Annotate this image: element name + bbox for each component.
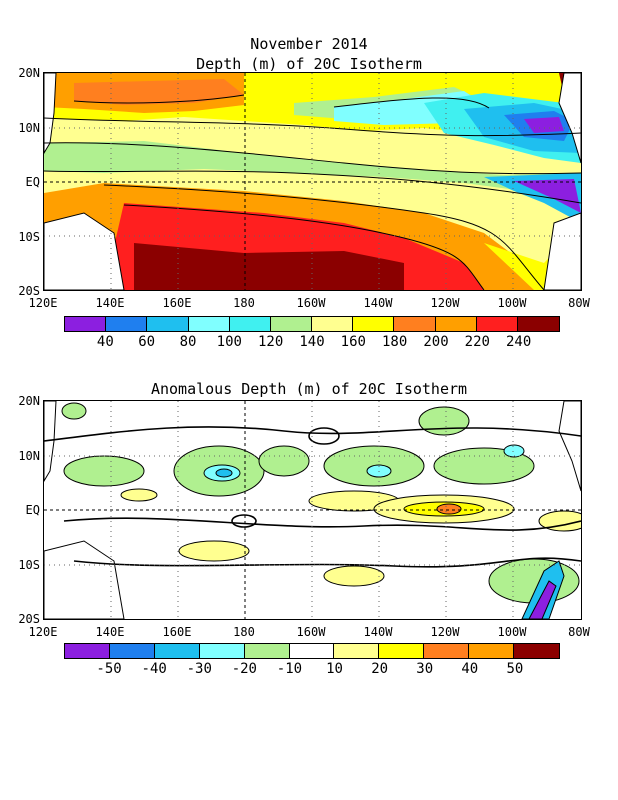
bottom-lon-label: 140E [95, 625, 125, 639]
bottom-colorbar-swatch [334, 644, 380, 658]
bottom-lon-label: 120E [28, 625, 58, 639]
bottom-lat-label: 10S [18, 558, 40, 572]
bottom-colorbar-swatch [289, 644, 335, 658]
top-colorbar-label: 140 [299, 334, 325, 350]
top-colorbar-swatch [106, 317, 148, 331]
bottom-lon-label: 140W [363, 625, 393, 639]
top-colorbar-label: 100 [216, 334, 242, 350]
bottom-colorbar-label: -20 [231, 661, 257, 677]
figure-title: November 2014 [250, 35, 368, 53]
top-colorbar-label: 200 [423, 334, 449, 350]
top-colorbar-swatch [65, 317, 107, 331]
bottom-colorbar-label: 50 [506, 661, 524, 677]
top-colorbar-swatch [270, 317, 313, 331]
top-colorbar-label: 40 [96, 334, 114, 350]
top-lon-label: 120E [28, 296, 58, 310]
top-colorbar-swatch [353, 317, 395, 331]
top-colorbar-label: 180 [382, 334, 408, 350]
bottom-lon-label: 120W [430, 625, 460, 639]
top-lon-label: 100W [497, 296, 527, 310]
top-lon-label: 80W [568, 296, 590, 310]
bottom-lon-label: 160E [162, 625, 192, 639]
top-lat-label: 20N [18, 66, 40, 80]
bottom-lat-label: 20S [18, 612, 40, 626]
top-map [43, 72, 582, 291]
bottom-colorbar-label: 30 [416, 661, 434, 677]
bottom-colorbar-swatch [379, 644, 425, 658]
bottom-colorbar-label: -10 [276, 661, 303, 677]
top-colorbar-swatch [394, 317, 436, 331]
bottom-colorbar-swatch [424, 644, 470, 658]
bottom-colorbar-label: 10 [326, 661, 343, 677]
top-lon-label: 160E [162, 296, 192, 310]
bottom-lat-label: 10N [18, 449, 40, 463]
bottom-colorbar-swatch [65, 644, 110, 658]
top-colorbar-label: 240 [506, 334, 532, 350]
top-colorbar-swatch [312, 317, 354, 331]
bottom-lon-label: 180 [233, 625, 255, 639]
top-lat-label: 10S [18, 230, 40, 244]
top-lat-label: EQ [25, 175, 40, 189]
top-colorbar-label: 160 [340, 334, 366, 350]
bottom-colorbar-label: 40 [461, 661, 479, 677]
bottom-colorbar [64, 643, 560, 659]
bottom-colorbar-swatch [514, 644, 559, 658]
top-lon-label: 140W [363, 296, 393, 310]
top-colorbar-swatch [229, 317, 271, 331]
bottom-lat-label: EQ [25, 503, 40, 517]
top-colorbar-swatch [147, 317, 189, 331]
top-colorbar-label: 120 [258, 334, 284, 350]
bottom-lon-label: 80W [568, 625, 590, 639]
top-lon-label: 120W [430, 296, 460, 310]
bottom-colorbar-swatch [244, 644, 290, 658]
top-map-title: Depth (m) of 20C Isotherm [196, 55, 422, 73]
bottom-lon-label: 100W [497, 625, 527, 639]
top-colorbar-swatch [517, 317, 560, 331]
top-colorbar-swatch [476, 317, 518, 331]
top-lon-label: 180 [233, 296, 255, 310]
top-colorbar [64, 316, 560, 332]
bottom-lon-label: 160W [296, 625, 326, 639]
bottom-colorbar-swatch [109, 644, 155, 658]
bottom-lat-label: 20N [18, 394, 40, 408]
bottom-colorbar-label: -50 [96, 661, 122, 677]
top-lat-label: 20S [18, 284, 40, 298]
bottom-map-title: Anomalous Depth (m) of 20C Isotherm [150, 380, 468, 398]
top-lon-label: 160W [296, 296, 326, 310]
bottom-colorbar-swatch [469, 644, 515, 658]
top-colorbar-label: 80 [179, 334, 197, 350]
top-colorbar-swatch [188, 317, 230, 331]
top-colorbar-swatch [435, 317, 477, 331]
bottom-colorbar-swatch [154, 644, 200, 658]
top-colorbar-label: 60 [138, 334, 156, 350]
bottom-colorbar-label: 20 [371, 661, 389, 677]
bottom-colorbar-label: -40 [141, 661, 167, 677]
bottom-map [43, 400, 582, 620]
top-lon-label: 140E [95, 296, 125, 310]
top-lat-label: 10N [18, 121, 40, 135]
bottom-colorbar-label: -30 [186, 661, 212, 677]
bottom-colorbar-swatch [199, 644, 245, 658]
top-colorbar-label: 220 [464, 334, 490, 350]
